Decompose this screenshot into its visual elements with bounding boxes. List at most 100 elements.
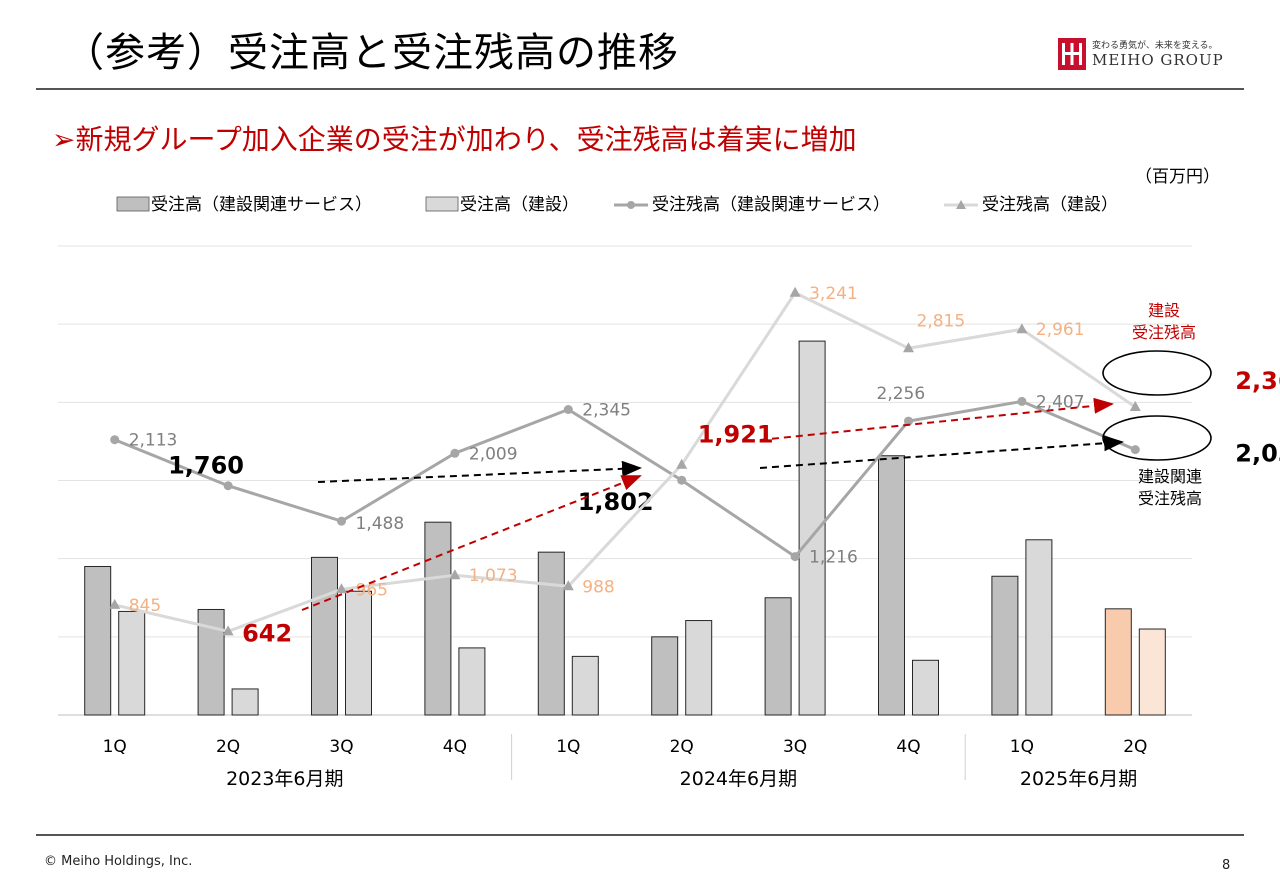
x-tick-label: 2Q — [216, 737, 240, 757]
footer-divider — [36, 834, 1244, 836]
x-tick-label: 3Q — [329, 737, 353, 757]
legend-marker — [956, 200, 966, 209]
line-point — [789, 286, 801, 297]
x-tick-label: 2Q — [670, 737, 694, 757]
line-point — [563, 404, 573, 414]
line-point — [223, 481, 233, 491]
line-point — [790, 552, 800, 562]
bar — [764, 597, 792, 716]
line-point — [1130, 445, 1140, 455]
data-label: 1,216 — [809, 548, 858, 568]
x-tick-label: 4Q — [896, 737, 920, 757]
bar — [798, 340, 826, 716]
line-point — [1016, 323, 1028, 334]
bar — [231, 688, 259, 716]
period-label: 2023年6月期 — [226, 768, 343, 790]
data-label: 2,037 — [1235, 440, 1280, 468]
service-backlog-line — [114, 399, 1136, 559]
bar — [537, 551, 565, 716]
bar — [84, 565, 112, 716]
data-label: 2,364 — [1235, 367, 1280, 395]
trend-arrow — [301, 475, 642, 611]
line-point — [337, 516, 346, 526]
legend-label: 受注残高（建設） — [982, 195, 1118, 215]
line-point — [903, 342, 914, 353]
period-label: 2024年6月期 — [680, 768, 797, 790]
bar — [1138, 628, 1166, 716]
bar — [878, 455, 905, 716]
page-title: （参考）受注高と受注残高の推移 — [64, 30, 679, 76]
data-label: 642 — [242, 619, 292, 647]
page-number: 8 — [1222, 858, 1231, 873]
legend-label: 受注残高（建設関連サービス） — [652, 195, 890, 215]
line-point — [676, 458, 688, 469]
trend-arrow — [759, 435, 1124, 469]
construction-backlog-annotation: 受注残高 — [1132, 323, 1196, 342]
period-label: 2025年6月期 — [1020, 768, 1137, 790]
data-label: 3,241 — [809, 284, 858, 304]
data-label: 1,760 — [168, 452, 244, 480]
line-point — [904, 416, 913, 426]
service-backlog-annotation: 受注残高 — [1138, 489, 1202, 508]
header-divider — [36, 88, 1244, 90]
legend-label: 受注高（建設） — [460, 195, 579, 215]
data-label: 2,815 — [917, 311, 966, 331]
company-logo: 変わる勇気が、未来を変える。 MEIHO GROUP — [1058, 38, 1248, 72]
construction-backlog-annotation: 建設 — [1148, 301, 1180, 320]
bar — [1104, 608, 1132, 716]
line-point — [109, 598, 121, 609]
highlight-ellipse — [1102, 415, 1212, 461]
data-label: 2,009 — [469, 444, 518, 464]
line-point — [562, 580, 574, 591]
data-label: 1,073 — [469, 566, 518, 586]
unit-label: （百万円） — [1135, 167, 1220, 187]
line-point — [1129, 401, 1141, 412]
data-label: 2,961 — [1036, 320, 1085, 340]
x-tick-label: 1Q — [1010, 737, 1034, 757]
bar — [1025, 539, 1053, 716]
line-point — [110, 435, 120, 445]
bar — [912, 659, 939, 716]
service-backlog-annotation: 建設関連 — [1138, 467, 1202, 486]
logo-name: MEIHO GROUP — [1092, 51, 1224, 69]
bar — [424, 521, 452, 716]
legend-swatch — [116, 196, 150, 212]
construction-backlog-line — [114, 290, 1137, 633]
line-point — [449, 569, 461, 580]
bar — [991, 575, 1019, 716]
bar — [685, 620, 713, 716]
legend-swatch — [425, 196, 459, 212]
x-tick-label: 4Q — [443, 737, 467, 757]
bar — [311, 556, 338, 716]
line-point — [222, 625, 234, 636]
line-point — [677, 475, 687, 485]
data-label: 2,345 — [582, 400, 631, 420]
legend-label: 受注高（建設関連サービス） — [151, 195, 372, 215]
copyright: © Meiho Holdings, Inc. — [44, 854, 193, 869]
data-label: 2,256 — [877, 384, 926, 404]
meiho-logo-icon — [1058, 38, 1086, 70]
data-label: 2,113 — [129, 431, 178, 451]
legend-marker — [627, 201, 635, 209]
trend-arrow — [317, 460, 642, 483]
x-tick-label: 1Q — [556, 737, 580, 757]
line-point — [1017, 396, 1027, 406]
line-point — [336, 583, 347, 594]
x-tick-label: 3Q — [783, 737, 807, 757]
subtitle: ➢新規グループ加入企業の受注が加わり、受注残高は着実に増加 — [52, 123, 857, 156]
bar — [571, 655, 599, 716]
x-tick-label: 1Q — [103, 737, 127, 757]
bar — [345, 590, 372, 716]
logo-tagline: 変わる勇気が、未来を変える。 — [1092, 41, 1218, 51]
data-label: 988 — [582, 577, 614, 597]
line-point — [450, 448, 460, 458]
bar — [118, 610, 146, 716]
bar — [651, 636, 679, 716]
data-label: 845 — [129, 596, 161, 616]
bar — [458, 647, 486, 716]
data-label: 1,921 — [698, 421, 774, 449]
x-tick-label: 2Q — [1123, 737, 1147, 757]
data-label: 1,488 — [356, 514, 405, 534]
highlight-ellipse — [1102, 350, 1212, 396]
